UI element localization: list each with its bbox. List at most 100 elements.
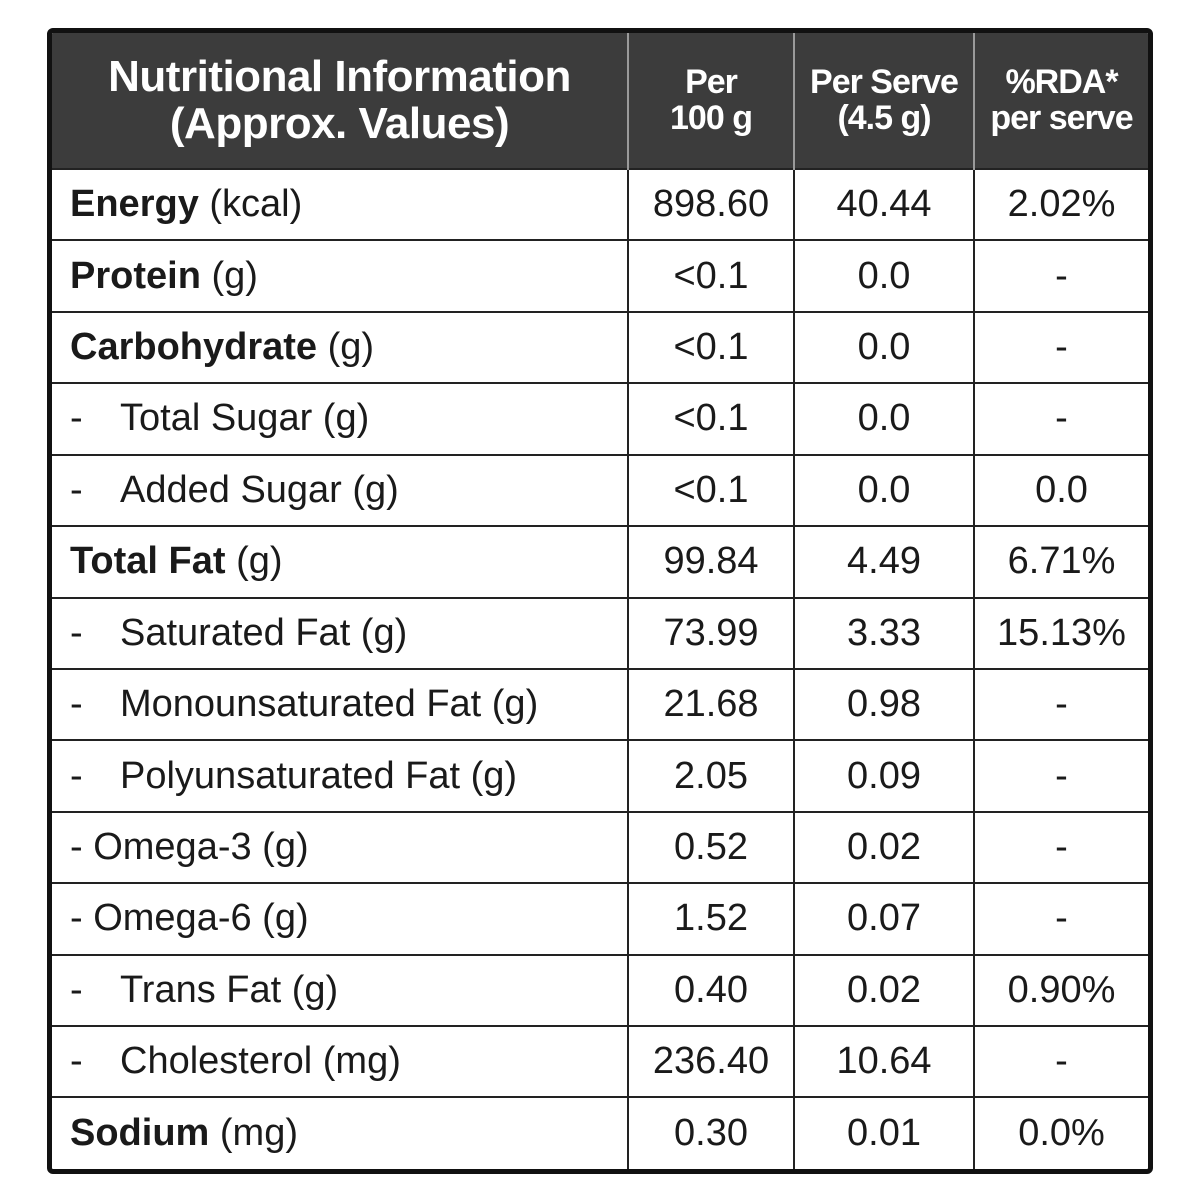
table-row: - Trans Fat (g) 0.40 0.02 0.90% [52,953,1148,1027]
nutrient-unit: (g) [327,326,375,369]
nutrient-name: Cholesterol (mg) [120,1040,401,1083]
column-header-per-serve-line-1: Per Serve [810,62,959,101]
nutrient-name-cell: - Cholesterol (mg) [52,1025,628,1098]
value-per-100g: 0.30 [627,1096,794,1169]
nutrient-name: Monounsaturated Fat (g) [120,683,539,726]
value-per-serve: 0.02 [793,810,974,884]
value-rda: 2.02% [973,167,1148,241]
nutrient-name: Energy [70,183,199,226]
table-title: Nutritional Information (Approx. Values) [52,33,628,169]
nutrient-name: - Omega-3 (g) [52,810,628,884]
table-row: - Polyunsaturated Fat (g) 2.05 0.09 - [52,739,1148,812]
value-per-100g: 236.40 [627,1025,794,1098]
nutrient-unit: (g) [236,540,283,583]
nutrient-name: Total Fat [70,540,226,583]
nutrient-unit: (mg) [219,1112,298,1155]
column-header-rda: %RDA* per serve [973,33,1148,169]
nutrient-unit: (g) [211,254,258,297]
value-per-serve: 0.98 [793,667,974,741]
nutrition-label-panel: Nutritional Information (Approx. Values)… [47,28,1153,1174]
value-per-100g: <0.1 [627,239,794,312]
value-per-100g: 1.52 [627,882,794,955]
value-per-serve: 4.49 [793,525,974,598]
value-per-100g: 0.40 [627,953,794,1027]
table-row: - Cholesterol (mg) 236.40 10.64 - [52,1025,1148,1098]
value-rda: 0.0% [973,1096,1148,1169]
sub-item-dash: - [70,1040,83,1083]
nutrient-name-cell: Energy (kcal) [52,167,628,241]
column-header-per-serve-line-2: (4.5 g) [837,98,931,137]
nutrient-name: Trans Fat (g) [120,968,339,1011]
table-row: - Omega-3 (g) 0.52 0.02 - [52,810,1148,884]
nutrient-name-cell: - Added Sugar (g) [52,453,628,527]
value-per-serve: 0.09 [793,739,974,812]
value-rda: 6.71% [973,525,1148,598]
table-row: - Saturated Fat (g) 73.99 3.33 15.13% [52,596,1148,669]
value-per-serve: 3.33 [793,596,974,669]
column-header-per-100g: Per 100 g [627,33,794,169]
nutrient-name-cell: - Total Sugar (g) [52,382,628,455]
nutrient-name-cell: - Saturated Fat (g) [52,596,628,669]
value-rda: - [973,1025,1148,1098]
value-rda: - [973,882,1148,955]
table-row: - Total Sugar (g) <0.1 0.0 - [52,382,1148,455]
value-per-serve: 10.64 [793,1025,974,1098]
nutrient-name: - Omega-6 (g) [52,882,628,955]
value-rda: - [973,810,1148,884]
value-per-serve: 0.02 [793,953,974,1027]
value-rda: - [973,739,1148,812]
nutrient-name-cell: - Polyunsaturated Fat (g) [52,739,628,812]
value-per-100g: <0.1 [627,382,794,455]
nutrient-name: Carbohydrate [70,326,318,369]
value-per-serve: 40.44 [793,167,974,241]
value-per-serve: 0.01 [793,1096,974,1169]
value-rda: 15.13% [973,596,1148,669]
value-per-serve: 0.0 [793,453,974,527]
value-per-100g: 21.68 [627,667,794,741]
value-per-100g: 0.52 [627,810,794,884]
value-rda: - [973,239,1148,312]
value-per-serve: 0.0 [793,310,974,384]
value-rda: - [973,310,1148,384]
value-rda: - [973,382,1148,455]
title-line-2: (Approx. Values) [169,98,510,148]
nutrient-name-cell: Total Fat (g) [52,525,628,598]
nutrient-name-cell: - Trans Fat (g) [52,953,628,1027]
nutrient-name: Saturated Fat (g) [120,611,408,654]
value-rda: 0.0 [973,453,1148,527]
nutrient-name-cell: Carbohydrate (g) [52,310,628,384]
table-row: - Omega-6 (g) 1.52 0.07 - [52,882,1148,955]
table-row: Carbohydrate (g) <0.1 0.0 - [52,310,1148,384]
sub-item-dash: - [70,754,83,797]
sub-item-dash: - [70,968,83,1011]
column-header-rda-line-1: %RDA* [1005,62,1118,101]
nutrient-name-cell: Protein (g) [52,239,628,312]
value-per-100g: <0.1 [627,453,794,527]
nutrient-name: Protein [70,254,201,297]
value-per-100g: 2.05 [627,739,794,812]
column-header-per-serve: Per Serve (4.5 g) [793,33,974,169]
table-row: Sodium (mg) 0.30 0.01 0.0% [52,1096,1148,1169]
table-row: Protein (g) <0.1 0.0 - [52,239,1148,312]
column-header-per-100g-line-2: 100 g [670,98,753,137]
value-rda: 0.90% [973,953,1148,1027]
sub-item-dash: - [70,683,83,726]
header-row: Nutritional Information (Approx. Values)… [52,33,1148,169]
value-per-100g: <0.1 [627,310,794,384]
nutrient-name: Polyunsaturated Fat (g) [120,754,518,797]
nutrition-table: Nutritional Information (Approx. Values)… [52,33,1148,1169]
value-per-100g: 99.84 [627,525,794,598]
sub-item-dash: - [70,611,83,654]
nutrient-name: Total Sugar (g) [120,397,370,440]
nutrient-name-cell: Sodium (mg) [52,1096,628,1169]
value-per-serve: 0.0 [793,382,974,455]
table-row: Total Fat (g) 99.84 4.49 6.71% [52,525,1148,598]
sub-item-dash: - [70,468,83,511]
nutrient-unit: (kcal) [209,183,303,226]
value-rda: - [973,667,1148,741]
nutrient-name: Added Sugar (g) [120,468,399,511]
value-per-100g: 73.99 [627,596,794,669]
title-line-1: Nutritional Information [108,52,571,102]
value-per-serve: 0.07 [793,882,974,955]
table-row: Energy (kcal) 898.60 40.44 2.02% [52,167,1148,241]
